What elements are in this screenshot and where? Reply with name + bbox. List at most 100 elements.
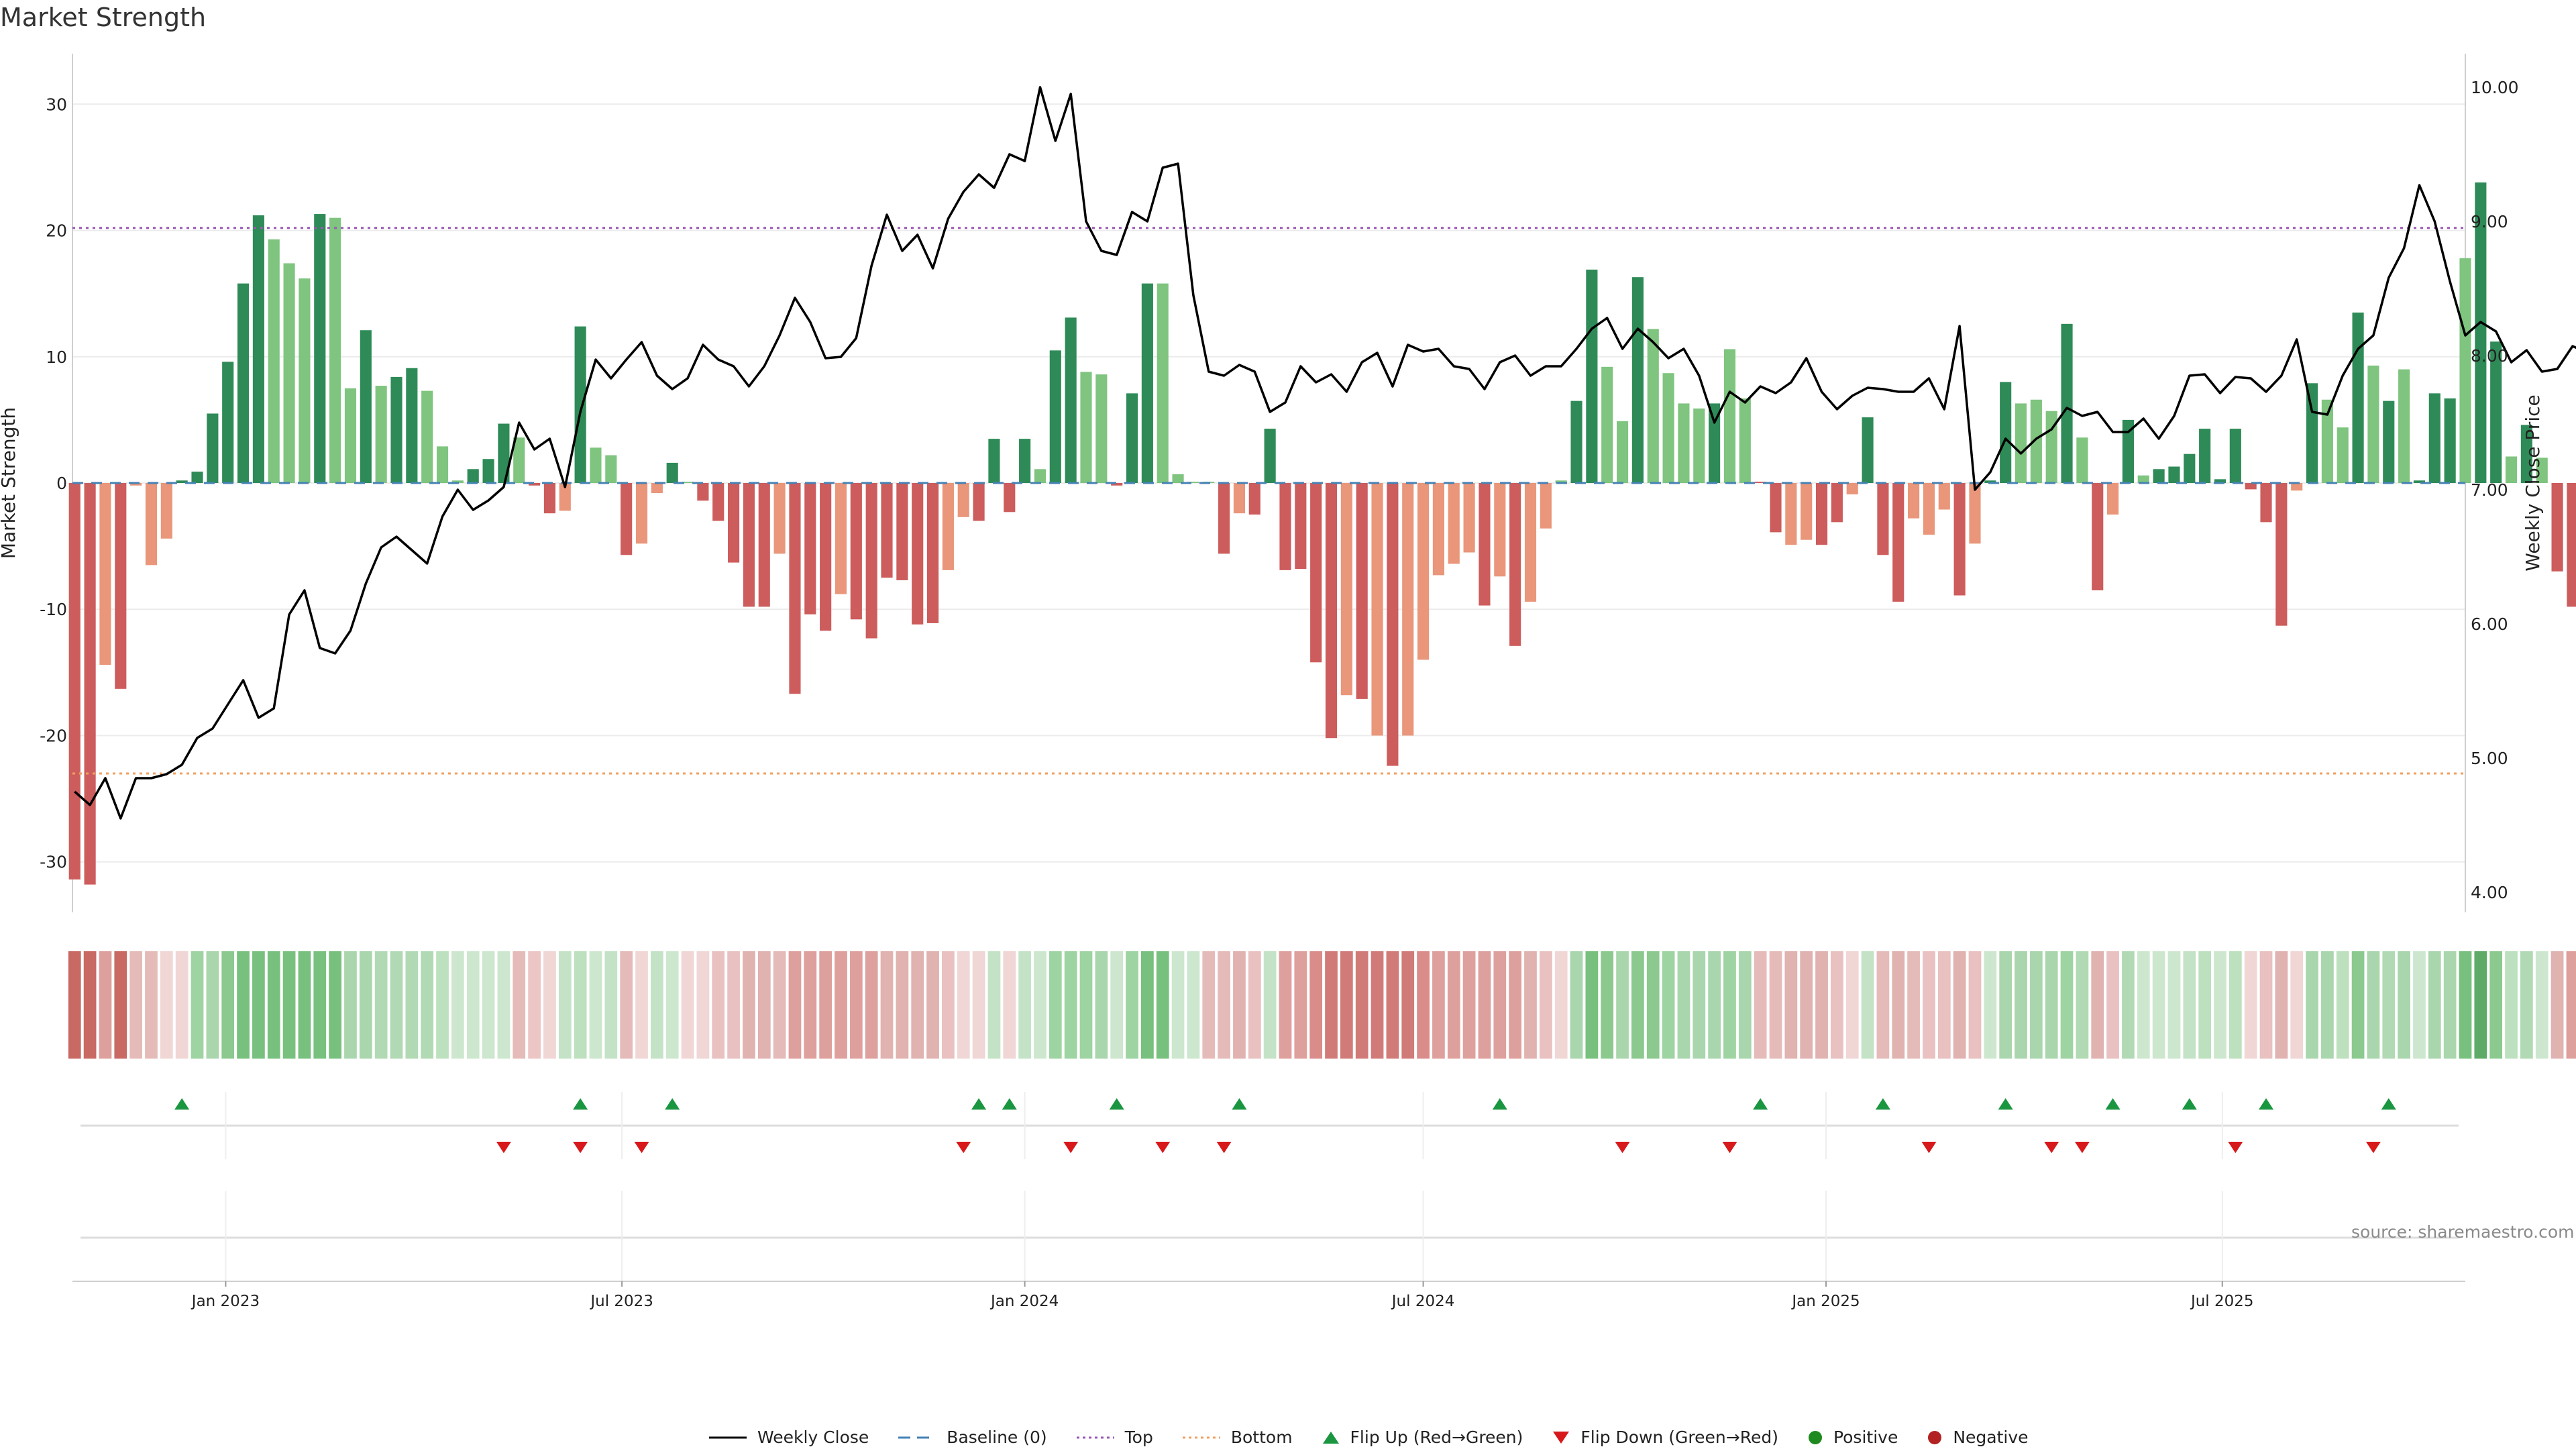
heat-cell [1738,951,1752,1059]
strength-bar [2475,182,2487,483]
strength-bar [1034,469,1046,483]
heat-cell [1417,951,1430,1059]
heat-cell [574,951,587,1059]
strength-bar [1049,350,1061,483]
strength-bar [651,483,663,494]
heat-cell [1601,951,1614,1059]
strength-bar [590,447,602,483]
heat-cell [1923,951,1935,1059]
strength-bar [973,483,985,521]
strength-bar [789,483,801,694]
strength-bar [758,483,770,607]
heat-cell [2520,951,2533,1059]
y2-tick-label: 4.00 [2471,883,2508,902]
flip-up-marker [1753,1098,1768,1110]
heat-cell [2214,951,2226,1059]
strength-bar [1248,483,1260,515]
strength-bar [2260,483,2272,523]
y-tick-label: 0 [56,474,67,493]
heat-cell [1171,951,1185,1059]
strength-bar [1479,483,1491,606]
heat-cell [1723,951,1736,1059]
flip-up-marker [1998,1098,2013,1110]
strength-bar [804,483,816,614]
y-axis-label: Market Strength [0,407,19,559]
strength-bar [360,330,372,483]
strength-bar [1356,483,1368,699]
strength-bar [237,283,250,483]
strength-bar [2137,475,2149,483]
strength-bar [2030,399,2042,483]
strength-bar [207,413,219,483]
strength-bar [451,480,464,483]
strength-bar [605,455,617,483]
heat-cell [2443,951,2457,1059]
y-tick-label: 10 [46,347,67,367]
legend-label: Top [1124,1428,1153,1447]
flip-down-marker [573,1142,588,1153]
heat-cell [2306,951,2318,1059]
y2-tick-label: 9.00 [2471,212,2508,231]
heat-cell [482,951,495,1059]
dotted-line-orange-icon [1182,1436,1220,1438]
y-tick-label: 30 [46,95,67,114]
strength-bar [283,263,295,483]
strength-bar [1004,483,1016,513]
strength-bar [1157,283,1169,483]
strength-bar [299,278,311,483]
strength-bar [1892,483,1904,602]
heat-cell [1876,951,1890,1059]
heat-cell [558,951,572,1059]
heat-cell [1831,951,1843,1059]
heat-cell [896,951,909,1059]
dotted-line-purple-icon [1076,1436,1114,1438]
heat-cell [1355,951,1368,1059]
heat-cell [788,951,802,1059]
strength-bar [99,483,111,665]
strength-bar [926,483,939,623]
legend-label: Positive [1833,1428,1898,1447]
strength-bar [1387,483,1399,766]
heat-cell [1263,951,1277,1059]
heat-cell [68,951,81,1059]
strength-bar [2122,419,2134,483]
strength-bar [559,483,571,511]
heat-cell [1325,951,1338,1059]
strength-bar [773,483,786,554]
heat-cell [1447,951,1460,1059]
strength-bar [2015,403,2027,483]
heat-cell [1953,951,1966,1059]
heat-cell [2535,951,2548,1059]
strength-bar [1984,480,1996,483]
heat-cell [2229,951,2242,1059]
flip-up-marker [1232,1098,1247,1110]
strength-bar [2199,429,2211,483]
heat-cell [1524,951,1537,1059]
strength-bar [912,483,924,625]
flip-markers [80,1092,2459,1281]
strength-bar [1111,483,1123,486]
heat-cell [1968,951,1982,1059]
strength-bar [1172,474,1184,483]
legend-label: Negative [1953,1428,2029,1447]
heat-cell [2198,951,2212,1059]
strength-bar [1570,400,1582,483]
strength-bar [2536,458,2548,483]
y2-tick-label: 8.00 [2471,346,2508,366]
heat-cell [620,951,633,1059]
heat-cell [1309,951,1323,1059]
strength-bar [191,472,203,483]
strength-bar [1494,483,1506,577]
strength-bar [436,446,449,483]
heat-cell [513,951,526,1059]
heat-cell [681,951,694,1059]
heat-cell [2244,951,2257,1059]
heat-cell [1478,951,1491,1059]
strength-bar [988,439,1000,483]
heat-cell [543,951,556,1059]
heat-cell [1892,951,1905,1059]
heat-cell [1294,951,1307,1059]
strength-bar [835,483,847,594]
y2-tick-label: 10.00 [2471,78,2519,97]
heat-cell [1693,951,1706,1059]
